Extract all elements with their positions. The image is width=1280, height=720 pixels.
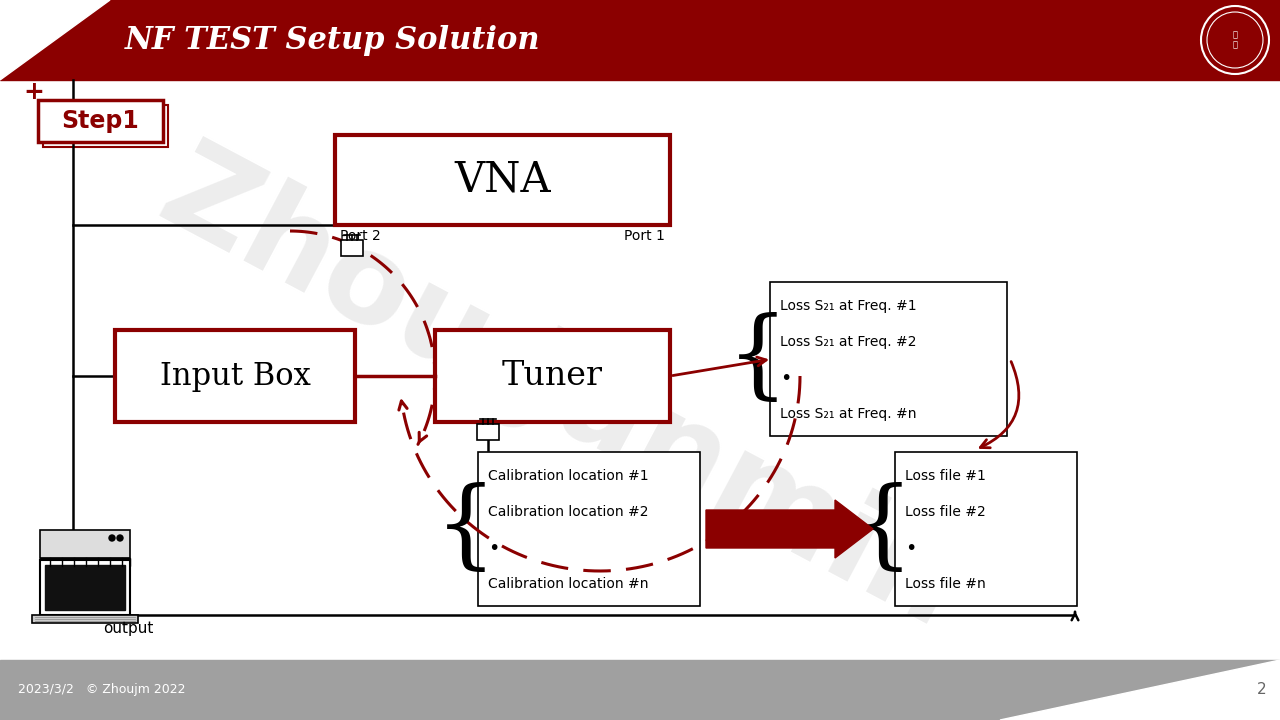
Text: Loss file #1: Loss file #1 (905, 469, 986, 483)
Text: output: output (102, 621, 154, 636)
Bar (45, 565, 125, 610)
FancyBboxPatch shape (435, 330, 669, 422)
Text: •: • (780, 369, 791, 387)
Text: Loss S₂₁ at Freq. #1: Loss S₂₁ at Freq. #1 (780, 299, 916, 313)
Text: Loss file #2: Loss file #2 (905, 505, 986, 519)
Circle shape (109, 535, 115, 541)
Bar (0, 660, 1280, 720)
FancyBboxPatch shape (335, 135, 669, 225)
Text: Loss file #n: Loss file #n (905, 577, 986, 591)
Circle shape (116, 535, 123, 541)
FancyBboxPatch shape (895, 452, 1076, 606)
Bar (0, 0, 1280, 80)
Bar (40, 560, 131, 615)
Bar (32, 615, 138, 623)
Bar (477, 424, 499, 440)
Text: Input Box: Input Box (160, 361, 311, 392)
Bar (40, 558, 131, 566)
Text: Calibration location #1: Calibration location #1 (488, 469, 649, 483)
Polygon shape (1000, 660, 1280, 720)
Bar (340, 240, 364, 256)
Text: NF TEST Setup Solution: NF TEST Setup Solution (125, 24, 540, 55)
Bar (40, 530, 131, 558)
Polygon shape (0, 0, 110, 80)
FancyBboxPatch shape (44, 105, 168, 147)
Text: {: { (435, 482, 497, 576)
Text: Port 2: Port 2 (340, 229, 380, 243)
Text: Loss S₂₁ at Freq. #n: Loss S₂₁ at Freq. #n (780, 407, 916, 421)
Text: Step1: Step1 (61, 109, 140, 133)
Text: 校
徽: 校 徽 (1233, 30, 1238, 50)
FancyBboxPatch shape (115, 330, 355, 422)
Text: +: + (23, 80, 45, 104)
Text: {: { (852, 482, 914, 576)
Text: Port 1: Port 1 (625, 229, 666, 243)
Circle shape (1201, 6, 1268, 74)
Text: Loss S₂₁ at Freq. #2: Loss S₂₁ at Freq. #2 (780, 335, 916, 349)
Text: Tuner: Tuner (502, 360, 603, 392)
Text: Calibration location #2: Calibration location #2 (488, 505, 649, 519)
Text: 2: 2 (1257, 683, 1267, 698)
Text: •: • (905, 539, 916, 557)
Text: VNA: VNA (454, 159, 550, 201)
FancyBboxPatch shape (38, 100, 163, 142)
Text: Calibration location #n: Calibration location #n (488, 577, 649, 591)
Text: {: { (727, 312, 788, 406)
FancyBboxPatch shape (477, 452, 700, 606)
Text: •: • (488, 539, 499, 557)
Text: Zhou Junmin: Zhou Junmin (141, 129, 979, 651)
FancyArrow shape (707, 500, 873, 558)
Text: 2023/3/2   © Zhoujm 2022: 2023/3/2 © Zhoujm 2022 (18, 683, 186, 696)
FancyBboxPatch shape (771, 282, 1007, 436)
